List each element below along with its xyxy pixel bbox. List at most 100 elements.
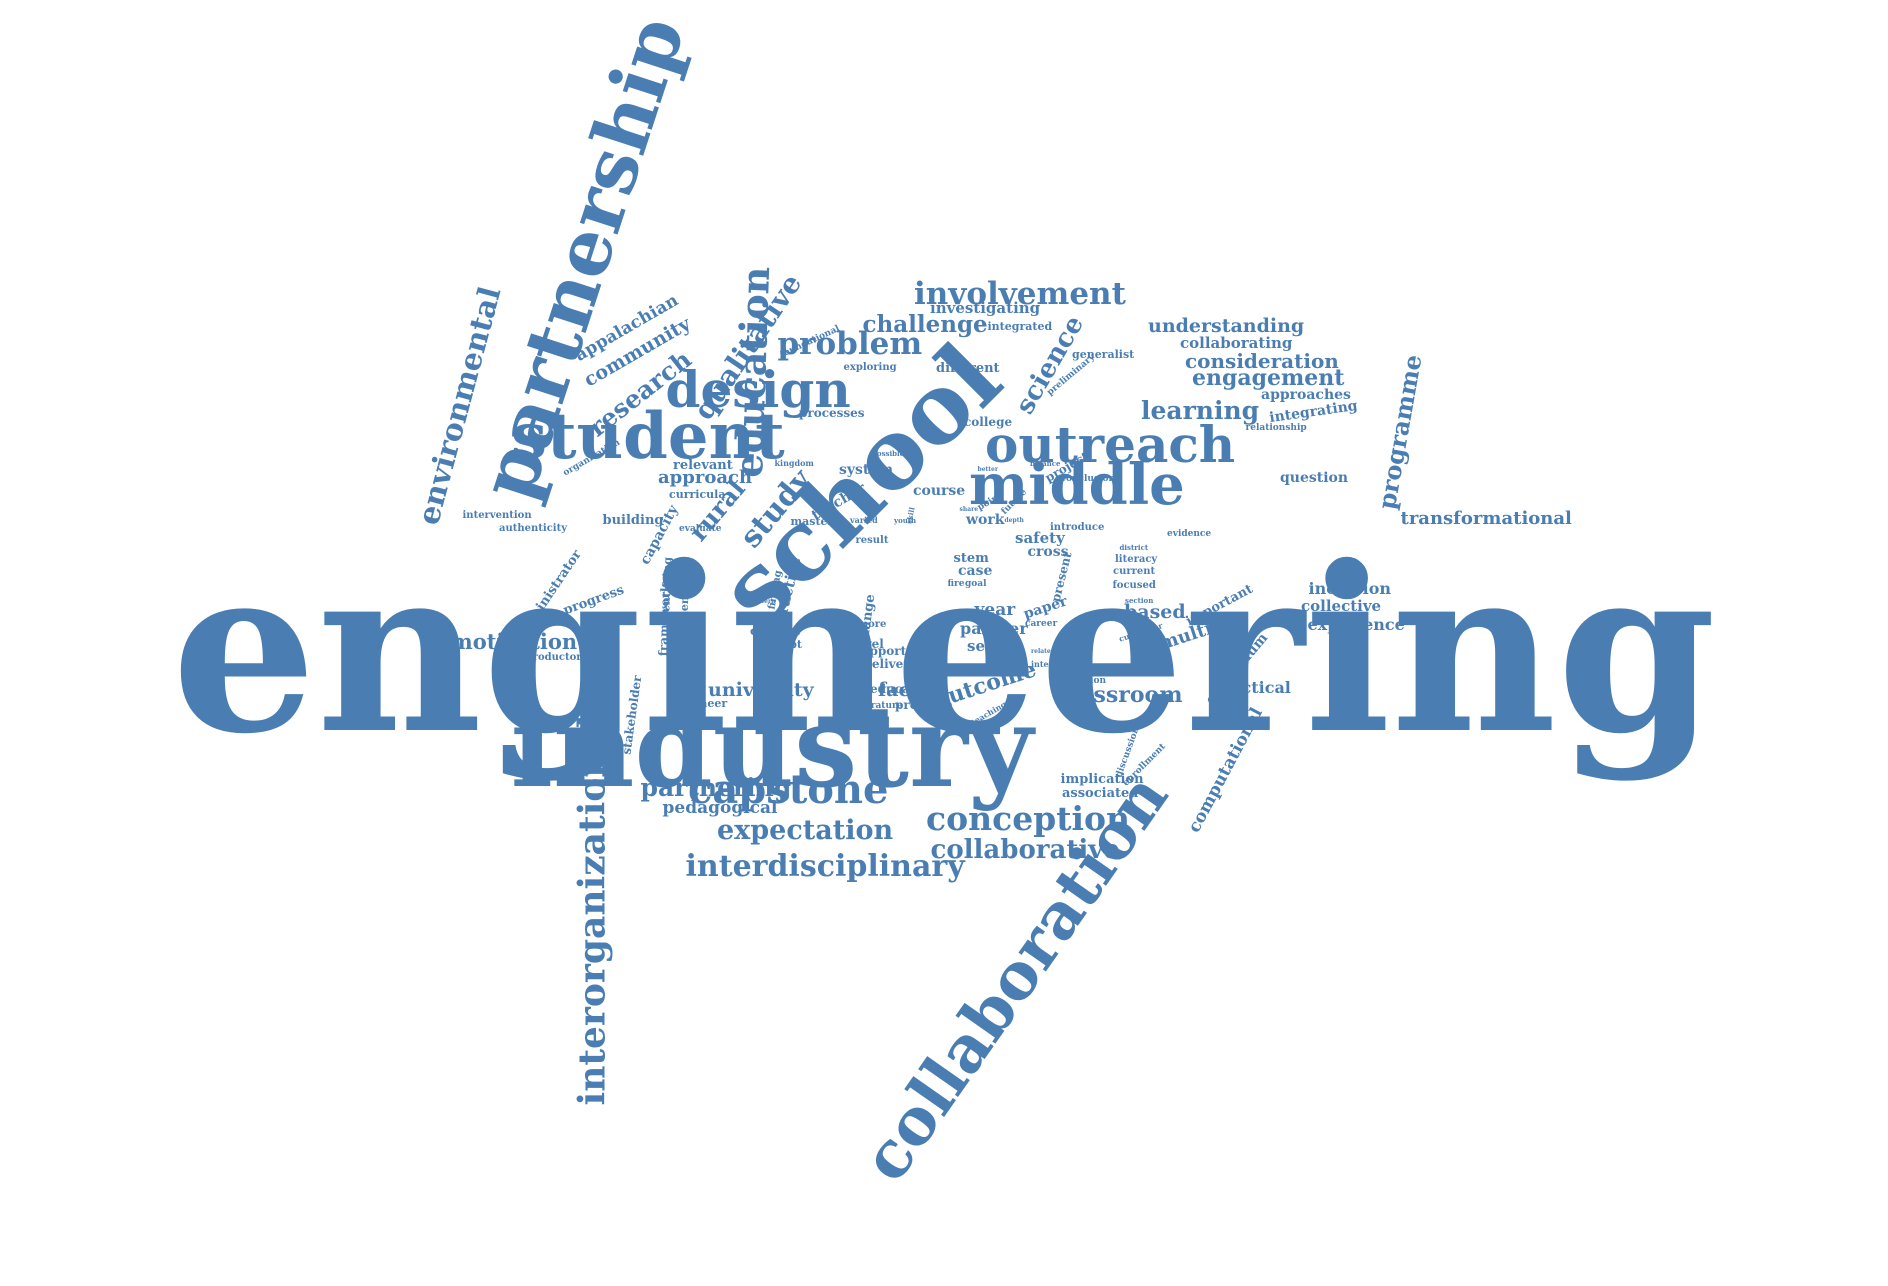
word-pattern: pattern — [750, 598, 776, 605]
word-involvement: involvement — [914, 275, 1126, 312]
word-balance: balance — [1030, 458, 1061, 468]
word-partner: partner — [960, 619, 1028, 638]
word-building: building — [602, 512, 664, 528]
word-sector: sector — [967, 636, 1019, 655]
word-intervention: intervention — [462, 510, 532, 521]
word-goal: goal — [965, 578, 987, 589]
word-master: master — [790, 514, 834, 528]
word-factor: factor — [878, 678, 942, 701]
word-relationship: relationship — [1245, 422, 1307, 433]
word-engineering: engineering — [171, 516, 1717, 784]
word-consideration: consideration — [1185, 349, 1339, 373]
word-programme: programme — [1371, 352, 1428, 512]
word-pedagogical: pedagogical — [662, 797, 778, 818]
word-support: support — [854, 644, 907, 658]
word-motivation: motivation — [450, 628, 578, 654]
word-collective: collective — [1301, 596, 1382, 615]
word-industry: industry — [510, 682, 1034, 813]
word-based: based — [1124, 600, 1186, 623]
word-university: university — [708, 678, 814, 701]
word-question: question — [1280, 470, 1349, 486]
word-conception: conception — [926, 798, 1131, 838]
word-conclusion: conclusion — [1060, 473, 1116, 484]
word-skill: skill — [903, 505, 917, 525]
word-fire: fire — [947, 578, 965, 589]
word-understanding: understanding — [1148, 314, 1305, 337]
word-experience: experience — [1307, 615, 1405, 634]
word-engagement: engagement — [1192, 365, 1345, 391]
word-inclusion: inclusion — [1308, 579, 1392, 598]
word-challenge: challenge — [862, 310, 988, 338]
word-classroom: classroom — [1057, 682, 1183, 708]
word-youth: youth — [894, 515, 917, 525]
word-middle: middle — [969, 452, 1185, 518]
word-literature: literature — [854, 700, 903, 711]
word-more: more — [857, 619, 887, 630]
word-varied: varied — [850, 515, 878, 525]
word-safety: safety — [1015, 528, 1065, 547]
word-course: course — [913, 483, 966, 499]
word-level: level — [852, 637, 884, 651]
word-outreach: outreach — [985, 415, 1236, 474]
word-practical: practical — [1211, 678, 1291, 697]
word-approaches: approaches — [1261, 387, 1351, 403]
word-case: case — [958, 563, 993, 579]
word-exploring: exploring — [843, 362, 897, 373]
word-curricula: curricula — [669, 487, 726, 501]
word-program: program — [895, 698, 953, 712]
word-kingdom: kingdom — [774, 458, 814, 468]
word-concept: concept — [753, 637, 803, 651]
word-engineer: engineer — [672, 696, 728, 710]
word-section: section — [1125, 595, 1154, 605]
word-system: system — [839, 462, 894, 478]
word-expectation: expectation — [717, 814, 894, 846]
word-evaluate: evaluate — [679, 523, 722, 534]
word-college: college — [964, 415, 1013, 429]
word-learning: learning — [1141, 395, 1260, 425]
word-relevant: relevant — [673, 457, 733, 473]
word-problem: problem — [777, 325, 923, 362]
word-career: career — [1025, 618, 1058, 629]
word-possible: possible — [872, 448, 905, 458]
word-approach: approach — [658, 467, 753, 488]
word-depth: depth — [1004, 517, 1024, 524]
word-capstone: capstone — [688, 766, 889, 813]
word-single: single — [1063, 625, 1091, 635]
word-focused: focused — [1112, 580, 1156, 591]
word-introductory: introductory — [517, 652, 588, 663]
word-evidence: evidence — [1167, 528, 1212, 539]
word-collaborating: collaborating — [1180, 333, 1293, 352]
word-investigating: investigating — [930, 298, 1041, 317]
word-related: related — [1031, 648, 1055, 655]
word-implication: implication — [1060, 771, 1144, 787]
word-literacy: literacy — [1115, 554, 1158, 565]
word-different: different — [936, 360, 1000, 376]
word-introduce: introduce — [1050, 522, 1105, 533]
word-transformational: transformational — [1400, 508, 1572, 529]
word-identifying: identifying — [658, 556, 674, 624]
word-interview: interview — [1031, 659, 1073, 669]
word-district: district — [1119, 542, 1149, 552]
word-current: current — [1113, 566, 1156, 577]
word-dimension: dimension — [1053, 675, 1107, 686]
word-work: work — [966, 512, 1005, 528]
word-educator: educator — [870, 682, 930, 696]
word-design: design — [665, 360, 851, 419]
word-authenticity: authenticity — [499, 523, 568, 534]
word-academia: academia — [676, 580, 692, 640]
word-integrated: integrated — [987, 319, 1053, 333]
word-associated: associated — [1062, 785, 1139, 801]
word-year: year — [974, 599, 1016, 620]
word-stem: stem — [953, 550, 989, 566]
word-processes: processes — [799, 406, 865, 420]
word-partnering: partnering — [640, 772, 792, 802]
word-delivery: delivery — [863, 657, 917, 671]
word-context: context — [750, 624, 800, 638]
word-interorganizational: interorganizational — [570, 714, 613, 1106]
word-student: student — [511, 399, 785, 474]
word-collaborative: collaborative — [930, 835, 1120, 865]
word-better: better — [977, 466, 999, 473]
word-result: result — [855, 535, 889, 546]
word-generalist: generalist — [1072, 347, 1135, 361]
